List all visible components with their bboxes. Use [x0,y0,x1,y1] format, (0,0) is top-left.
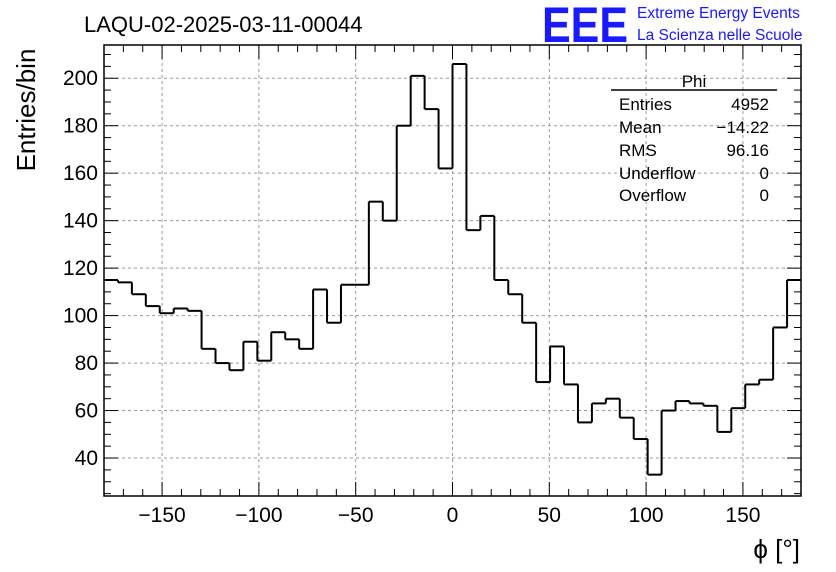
y-tick-label: 60 [75,400,98,423]
x-tick-label: −100 [235,504,282,527]
axis-ticks [103,45,802,496]
stats-value-mean: −14.22 [717,118,769,137]
stats-label-entries: Entries [619,95,672,114]
x-tick-label: 100 [629,504,664,527]
x-tick-label: −50 [338,504,374,527]
y-tick-label: 140 [63,210,98,233]
y-tick-label: 100 [63,305,98,328]
eee-branding: EEE Extreme Energy Events La Scienza nel… [542,0,802,53]
y-tick-label: 40 [75,447,98,470]
x-tick-label: 50 [538,504,561,527]
eee-logo: EEE [542,0,628,53]
stats-value-entries: 4952 [731,95,769,114]
brand-line-1: Extreme Energy Events [637,5,800,22]
stats-value-underflow: 0 [760,164,769,183]
stats-box: Phi Entries 4952 Mean −14.22 RMS 96.16 U… [611,72,777,205]
y-tick-label: 120 [63,257,98,280]
histogram-bins [104,62,801,476]
x-tick-label: 0 [447,504,459,527]
y-tick-label: 180 [63,115,98,138]
y-tick-label: 80 [75,352,98,375]
stats-value-overflow: 0 [760,186,769,205]
x-tick-labels: −150 −100 −50 0 50 100 150 [138,504,760,527]
stats-label-overflow: Overflow [619,186,687,205]
x-axis-label: ϕ [°] [753,534,800,564]
y-tick-label: 200 [63,67,98,90]
y-tick-label: 160 [63,162,98,185]
brand-line-2: La Scienza nelle Scuole [637,27,802,44]
x-tick-label: 150 [725,504,760,527]
x-tick-label: −150 [138,504,185,527]
y-tick-labels: 40 60 80 100 120 140 160 180 200 [63,67,98,470]
stats-value-rms: 96.16 [726,141,769,160]
stats-label-underflow: Underflow [619,164,696,183]
y-axis-label: Entries/bin [11,49,41,172]
chart-title: LAQU-02-2025-03-11-00044 [84,12,362,37]
stats-label-rms: RMS [619,141,657,160]
stats-title: Phi [682,72,707,91]
stats-label-mean: Mean [619,118,662,137]
